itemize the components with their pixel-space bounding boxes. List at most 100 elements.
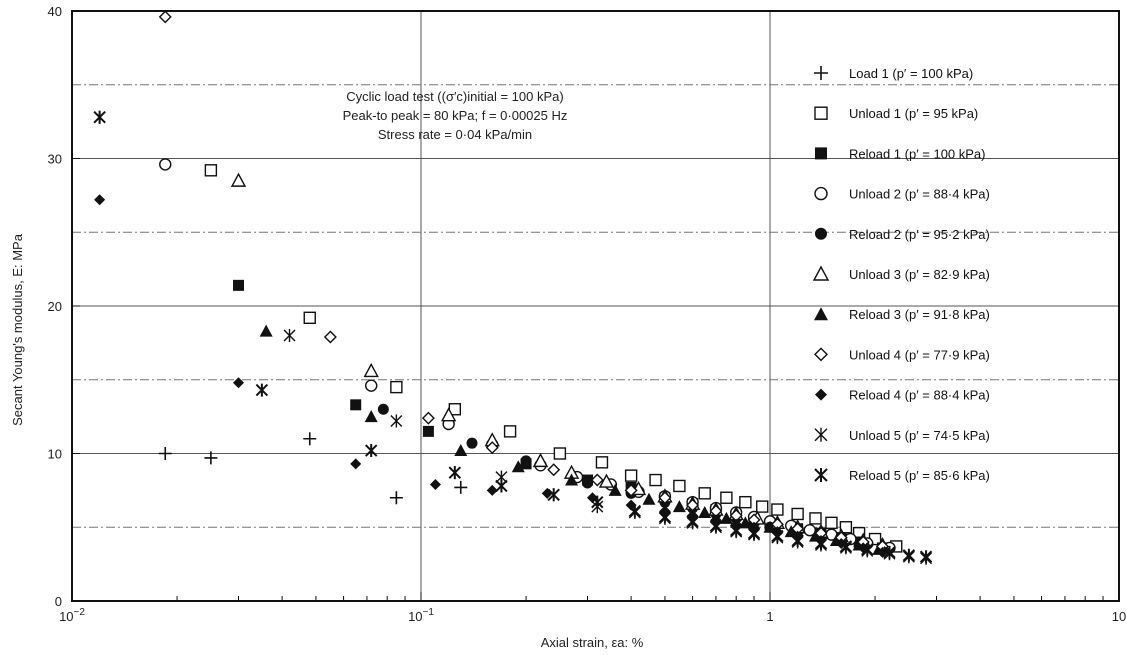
legend-item: Unload 5 (p′ = 74·5 kPa) (814, 427, 990, 443)
asterisk-marker (283, 329, 296, 342)
open-triangle-marker (363, 362, 379, 378)
asterisk-marker (814, 536, 828, 550)
y-tick-label: 20 (48, 299, 62, 314)
legend-item: Reload 3 (p′ = 91·8 kPa) (814, 307, 990, 322)
asterisk-marker (658, 510, 672, 524)
y-tick-label: 40 (48, 4, 62, 19)
series-points (204, 164, 903, 553)
asterisk-marker (814, 427, 828, 442)
asterisk-marker (93, 110, 106, 124)
legend-item: Reload 1 (p′ = 100 kPa) (815, 146, 986, 161)
filled-square-marker (815, 147, 827, 160)
plus-marker (454, 480, 468, 494)
annotation-line-1: Cyclic load test ((σ′c)initial = 100 kPa… (346, 89, 563, 104)
filled-triangle-marker (608, 483, 622, 496)
plus-marker (303, 432, 317, 446)
open-circle-marker (814, 186, 828, 201)
legend-label: Unload 5 (p′ = 74·5 kPa) (849, 428, 990, 443)
open-triangle-marker (598, 473, 615, 488)
asterisk-marker (883, 545, 896, 559)
legend: Load 1 (p′ = 100 kPa) Unload 1 (p′ = 95 k… (812, 66, 990, 483)
plus-marker (158, 447, 172, 460)
x-axis: 10−2 10−1 1 10 (59, 592, 1126, 624)
annotation-line-2: Peak-to peak = 80 kPa; f = 0·00025 Hz (343, 108, 568, 123)
filled-triangle-marker (259, 324, 273, 337)
grid (72, 11, 1119, 601)
asterisk-marker (771, 529, 784, 543)
legend-label: Reload 5 (p′ = 85·6 kPa) (849, 468, 990, 483)
open-square-marker (809, 512, 822, 525)
open-diamond-marker (421, 411, 435, 425)
x-tick-label: 10−2 (59, 607, 85, 624)
open-triangle-marker (440, 407, 457, 422)
filled-circle-marker (377, 403, 389, 415)
filled-circle-marker (466, 437, 478, 449)
legend-item: Reload 5 (p′ = 85·6 kPa) (814, 468, 990, 483)
open-triangle-marker (812, 265, 830, 281)
asterisk-marker (591, 495, 604, 509)
open-diamond-marker (485, 441, 499, 455)
open-square-marker (649, 473, 662, 487)
open-square-marker (739, 495, 752, 509)
open-triangle-marker (230, 172, 247, 187)
filled-circle-marker (520, 455, 532, 467)
filled-circle-marker (582, 477, 594, 489)
plus-marker (204, 451, 218, 465)
series-points (93, 110, 933, 564)
annotation-line-3: Stress rate = 0·04 kPa/min (378, 127, 532, 142)
open-triangle-marker (532, 452, 549, 468)
open-square-marker (595, 456, 609, 469)
legend-item: Unload 2 (p′ = 88·4 kPa) (814, 186, 990, 202)
series-points (233, 279, 888, 554)
series-points (94, 194, 888, 558)
filled-triangle-marker (814, 307, 828, 321)
legend-label: Unload 1 (p′ = 95 kPa) (849, 106, 978, 121)
filled-diamond-marker (429, 478, 441, 490)
filled-diamond-marker (94, 194, 106, 206)
y-tick-label: 30 (48, 152, 62, 167)
open-square-marker (503, 425, 517, 438)
open-square-marker (553, 447, 567, 460)
legend-label: Unload 2 (p′ = 88·4 kPa) (849, 187, 990, 202)
legend-label: Load 1 (p′ = 100 kPa) (849, 66, 973, 81)
legend-label: Reload 4 (p′ = 88·4 kPa) (849, 388, 990, 403)
filled-triangle-marker (565, 473, 579, 486)
filled-diamond-marker (815, 388, 827, 401)
x-axis-label: Axial strain, εa: % (541, 635, 644, 650)
legend-item: Load 1 (p′ = 100 kPa) (814, 66, 973, 81)
legend-label: Reload 3 (p′ = 91·8 kPa) (849, 307, 990, 322)
filled-triangle-marker (672, 500, 686, 513)
open-square-marker (624, 469, 638, 482)
legend-label: Reload 2 (p′ = 95·2 kPa) (849, 227, 990, 242)
open-square-marker (825, 516, 838, 530)
legend-item: Reload 4 (p′ = 88·4 kPa) (815, 388, 990, 403)
open-square-marker (303, 311, 316, 324)
open-circle-marker (159, 158, 172, 171)
open-square-marker (791, 507, 804, 521)
legend-item: Unload 1 (p′ = 95 kPa) (814, 106, 978, 121)
legend-item: Unload 4 (p′ = 77·9 kPa) (814, 347, 990, 362)
asterisk-marker (628, 504, 642, 518)
asterisk-marker (495, 479, 508, 493)
filled-triangle-marker (698, 506, 712, 518)
filled-triangle-marker (364, 410, 378, 423)
asterisk-marker (547, 488, 560, 502)
filled-triangle-marker (642, 492, 656, 505)
legend-label: Unload 4 (p′ = 77·9 kPa) (849, 347, 990, 362)
open-diamond-marker (658, 491, 672, 505)
open-diamond-marker (158, 10, 172, 24)
filled-square-marker (422, 425, 434, 437)
filled-diamond-marker (350, 458, 362, 470)
filled-circle-marker (815, 227, 827, 240)
legend-label: Reload 1 (p′ = 100 kPa) (849, 146, 986, 161)
filled-triangle-marker (454, 444, 468, 457)
y-tick-label: 0 (55, 594, 62, 609)
series-points (159, 158, 896, 555)
asterisk-marker (365, 444, 378, 458)
asterisk-marker (709, 519, 723, 533)
filled-triangle-marker (763, 520, 777, 533)
asterisk-marker (686, 514, 699, 528)
plus-marker (814, 66, 828, 80)
asterisk-marker (390, 414, 403, 428)
